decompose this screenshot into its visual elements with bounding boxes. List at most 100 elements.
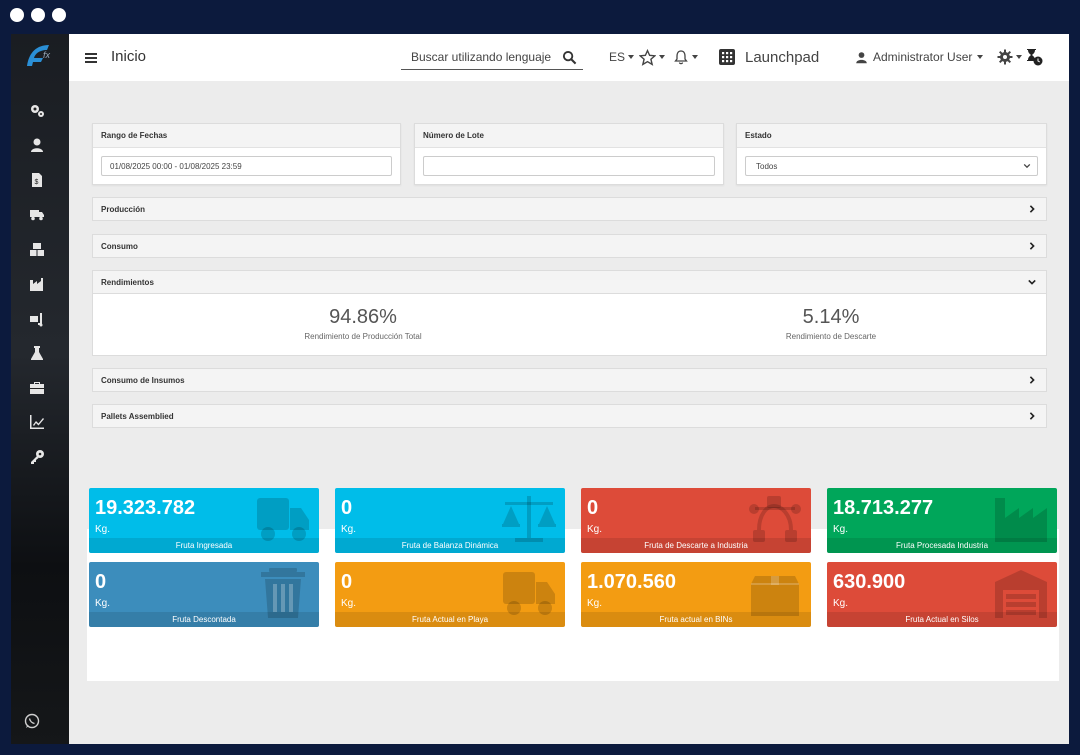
kpi-tile[interactable]: 1.070.560 Kg. Fruta actual en BINs (581, 562, 811, 627)
kpi-tile[interactable]: 0 Kg. Fruta Actual en Playa (335, 562, 565, 627)
app-logo[interactable]: fx (23, 42, 57, 70)
boxes-icon[interactable] (28, 240, 46, 258)
chevron-right-icon (1029, 376, 1035, 384)
factory-icon (993, 494, 1049, 544)
rendimiento-descarte: 5.14% Rendimiento de Descarte (681, 306, 981, 341)
kpi-tile[interactable]: 630.900 Kg. Fruta Actual en Silos (827, 562, 1057, 627)
menu-toggle-icon[interactable] (85, 53, 97, 63)
user-icon (856, 51, 867, 63)
cogs-icon[interactable] (28, 102, 46, 120)
kpi-value: 0 (341, 497, 353, 519)
section-rendimientos-title: Rendimientos (101, 278, 154, 287)
bell-icon (674, 50, 688, 65)
grid-icon (719, 49, 735, 65)
favorites-dropdown[interactable] (639, 47, 665, 67)
briefcase-icon[interactable] (28, 379, 46, 397)
kpi-unit: Kg. (833, 524, 849, 535)
kpi-tile[interactable]: 0 Kg. Fruta de Descarte a Industria (581, 488, 811, 553)
search-icon[interactable] (562, 50, 577, 65)
rendimiento-total-value: 94.86% (329, 306, 397, 328)
notifications-dropdown[interactable] (673, 47, 698, 67)
user-menu[interactable]: Administrator User (855, 47, 984, 67)
window-dot[interactable] (10, 8, 24, 22)
section-consumo-title: Consumo (101, 242, 138, 251)
kpi-value: 19.323.782 (95, 497, 196, 519)
kpi-tile[interactable]: 0 Kg. Fruta Descontada (89, 562, 319, 627)
section-consumo-insumos-title: Consumo de Insumos (101, 376, 185, 385)
settings-dropdown[interactable] (997, 47, 1022, 67)
section-consumo-insumos[interactable]: Consumo de Insumos (92, 368, 1047, 392)
box-icon (747, 568, 803, 618)
kpi-tile[interactable]: 0 Kg. Fruta de Balanza Dinámica (335, 488, 565, 553)
svg-text:fx: fx (43, 50, 51, 60)
launchpad-label: Launchpad (745, 48, 820, 66)
rendimientos-panel: 94.86% Rendimiento de Producción Total 5… (92, 294, 1047, 356)
section-produccion[interactable]: Producción (92, 197, 1047, 221)
kpi-label: Fruta Ingresada (89, 538, 319, 553)
search-input[interactable] (401, 46, 551, 68)
star-icon (639, 48, 656, 66)
kpi-label: Fruta Descontada (89, 612, 319, 627)
language-label: ES (609, 50, 626, 64)
date-range-input[interactable]: 01/08/2025 00:00 - 01/08/2025 23:59 (101, 156, 392, 176)
lot-number-label: Número de Lote (415, 124, 723, 148)
kpi-value: 18.713.277 (833, 497, 934, 519)
kpi-label: Fruta Procesada Industria (827, 538, 1057, 553)
rendimiento-descarte-value: 5.14% (802, 306, 860, 328)
kpi-label: Fruta Actual en Silos (827, 612, 1057, 627)
truck-icon (501, 568, 557, 618)
chevron-down-icon (1023, 163, 1031, 169)
chevron-right-icon (1029, 205, 1035, 213)
session-timer[interactable] (1024, 47, 1044, 67)
lot-number-input[interactable] (423, 156, 715, 176)
status-label: Estado (737, 124, 1046, 148)
top-navbar: Inicio ES (69, 34, 1069, 81)
bezier-curve-icon (747, 494, 803, 544)
date-range-filter: Rango de Fechas 01/08/2025 00:00 - 01/08… (92, 123, 401, 185)
language-selector[interactable]: ES (609, 47, 635, 67)
kpi-value: 0 (95, 571, 107, 593)
user-icon[interactable] (28, 136, 46, 154)
rendimiento-total: 94.86% Rendimiento de Producción Total (213, 306, 513, 341)
flask-icon[interactable] (28, 344, 46, 362)
status-select[interactable]: Todos (745, 156, 1038, 176)
section-consumo[interactable]: Consumo (92, 234, 1047, 258)
dolly-icon[interactable] (28, 310, 46, 328)
window-dot[interactable] (31, 8, 45, 22)
kpi-unit: Kg. (587, 524, 603, 535)
kpi-label: Fruta Actual en Playa (335, 612, 565, 627)
section-rendimientos[interactable]: Rendimientos (92, 270, 1047, 294)
rendimiento-total-label: Rendimiento de Producción Total (304, 332, 422, 341)
hourglass-clock-icon (1027, 49, 1043, 66)
date-range-label: Rango de Fechas (93, 124, 400, 148)
kpi-tile[interactable]: 19.323.782 Kg. Fruta Ingresada (89, 488, 319, 553)
rendimiento-descarte-label: Rendimiento de Descarte (785, 332, 877, 341)
window-dot[interactable] (52, 8, 66, 22)
kpi-value: 630.900 (833, 571, 906, 593)
key-icon[interactable] (28, 448, 46, 466)
kpi-value: 1.070.560 (587, 571, 676, 593)
kpi-label: Fruta de Balanza Dinámica (335, 538, 565, 553)
section-pallets-title: Pallets Assemblied (101, 412, 174, 421)
kpi-unit: Kg. (341, 524, 357, 535)
warehouse-icon (993, 568, 1049, 618)
kpi-label: Fruta actual en BINs (581, 612, 811, 627)
industry-icon[interactable] (28, 275, 46, 293)
status-filter: Estado Todos (736, 123, 1047, 185)
truck-icon (255, 494, 311, 544)
whatsapp-icon[interactable] (23, 712, 41, 730)
kpi-tile[interactable]: 18.713.277 Kg. Fruta Procesada Industria (827, 488, 1057, 553)
kpi-unit: Kg. (341, 598, 357, 609)
user-name: Administrator User (873, 50, 973, 64)
kpi-unit: Kg. (587, 598, 603, 609)
line-chart-icon[interactable] (28, 413, 46, 431)
chevron-right-icon (1029, 242, 1035, 250)
section-produccion-title: Producción (101, 205, 146, 214)
section-pallets[interactable]: Pallets Assemblied (92, 404, 1047, 428)
launchpad-button[interactable]: Launchpad (719, 47, 819, 67)
status-selected-value: Todos (756, 161, 778, 171)
truck-icon[interactable] (28, 205, 46, 223)
dashboard-content: Rango de Fechas 01/08/2025 00:00 - 01/08… (69, 81, 1069, 744)
invoice-icon[interactable]: $ (28, 171, 46, 189)
sidebar: fx $ (11, 34, 69, 744)
